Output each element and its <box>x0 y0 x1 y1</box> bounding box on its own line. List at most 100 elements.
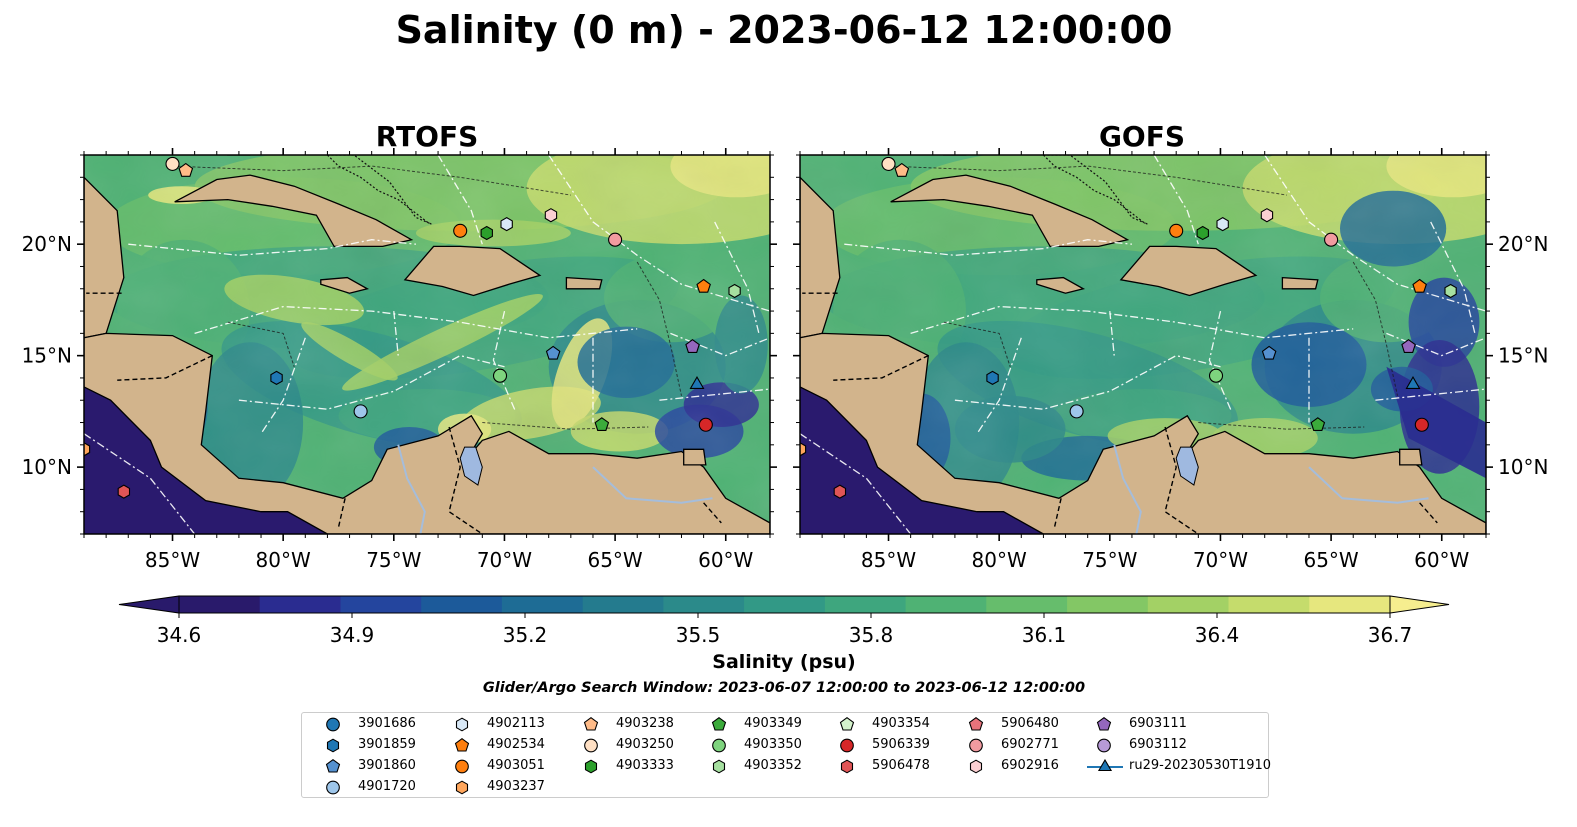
bathymetry-contour <box>172 165 571 196</box>
legend-label: 4903333 <box>616 758 674 773</box>
land-jamaica <box>1036 276 1086 294</box>
legend-label: 4903051 <box>487 758 545 773</box>
platform-6903111 <box>685 339 700 353</box>
land-trinidad <box>683 448 707 466</box>
colorbar-segment <box>986 596 1068 613</box>
platform-4903250 <box>165 156 180 171</box>
circle-marker-icon <box>326 780 340 795</box>
legend-marker <box>326 780 340 795</box>
lat-tick-label: 10°N <box>1498 455 1548 479</box>
pentagon-marker-icon <box>454 738 470 752</box>
panel-title-gofs: GOFS <box>1099 120 1185 153</box>
pentagon-marker-icon <box>583 717 599 731</box>
panel-title-rtofs: RTOFS <box>376 120 479 153</box>
colorbar-segment <box>179 596 261 613</box>
colorbar-segment <box>905 596 987 613</box>
eez-boundary <box>238 354 505 410</box>
colorbar-tick-label: 36.4 <box>1195 623 1240 647</box>
legend-label: 4903238 <box>616 716 674 731</box>
platform-4901720 <box>353 404 368 419</box>
eez-boundary <box>194 305 638 339</box>
hexagon-marker-icon <box>326 738 340 753</box>
legend-label: 6903112 <box>1129 737 1187 752</box>
platform-4903352 <box>1444 283 1457 299</box>
platform-4903237 <box>800 442 807 457</box>
legend-marker <box>454 738 470 752</box>
legend-marker <box>583 717 599 731</box>
land-hispaniola <box>403 245 542 297</box>
bathymetry-contour <box>1198 422 1365 430</box>
land-hispaniola <box>1119 245 1258 297</box>
eez-boundary <box>128 239 416 256</box>
legend-label: 5906478 <box>872 758 930 773</box>
pentagon-marker-icon <box>839 717 855 731</box>
circle-marker-icon <box>455 759 469 774</box>
land-yucatan <box>84 176 125 339</box>
hexagon-marker-icon <box>455 717 469 732</box>
platform-5906339 <box>698 417 713 432</box>
legend-label: 6902916 <box>1001 758 1059 773</box>
platform-3901860 <box>1261 345 1277 360</box>
colorbar-segment <box>1067 596 1149 613</box>
land-yucatan <box>800 176 841 339</box>
eez-boundary <box>1153 155 1199 245</box>
hexagon-marker-icon <box>969 759 983 774</box>
colorbar-segment <box>744 596 826 613</box>
eez-boundary <box>492 310 517 412</box>
platform-4902113 <box>500 216 513 232</box>
colorbar-tick-label: 36.1 <box>1022 623 1067 647</box>
platform-4903051 <box>1169 223 1184 238</box>
legend-marker <box>839 717 855 731</box>
platform-5906478 <box>117 484 131 499</box>
eez-boundary <box>844 239 1132 256</box>
land-trinidad <box>1399 448 1423 466</box>
gofs-map-panel <box>800 155 1486 534</box>
eez-boundary <box>1264 155 1486 312</box>
pentagon-marker-icon <box>968 717 984 731</box>
colorbar-extend-high <box>1389 595 1450 614</box>
legend-label: 3901686 <box>358 716 416 731</box>
lon-tick-label: 60°W <box>1414 548 1469 572</box>
hexagon-marker-icon <box>712 759 726 774</box>
platform-4903250 <box>881 156 896 171</box>
hexagon-marker-icon <box>584 759 598 774</box>
platform-4903349 <box>594 417 610 431</box>
lon-tick-label: 60°W <box>698 548 753 572</box>
lat-tick-label: 15°N <box>1498 344 1548 368</box>
legend-label: 5906480 <box>1001 716 1059 731</box>
platform-4903238 <box>178 162 194 177</box>
lon-tick-label: 85°W <box>861 548 916 572</box>
pentagon-marker-icon <box>1096 717 1112 731</box>
river <box>1308 466 1429 504</box>
legend-marker <box>840 759 854 774</box>
platform-legend: 3901686 3901859 3901860 4901720 4902113 49025… <box>301 712 1271 798</box>
platform-4902534 <box>696 278 711 293</box>
eez-boundary <box>659 388 770 401</box>
platform-4903350 <box>492 368 508 383</box>
pacific-low-salinity <box>84 386 328 534</box>
platform-6902771 <box>1324 232 1339 247</box>
legend-label: 4903237 <box>487 779 545 794</box>
lake-maracaibo <box>1175 446 1199 486</box>
colorbar-extend-low <box>118 595 180 614</box>
eez-boundary <box>1375 388 1486 401</box>
eez-boundary <box>910 305 1354 339</box>
lat-tick-label: 10°N <box>22 455 72 479</box>
national-border <box>1053 498 1062 528</box>
platform-4903350 <box>1208 368 1224 383</box>
colorbar-segment <box>340 596 422 613</box>
legend-label: 6903111 <box>1129 716 1187 731</box>
platform-6902771 <box>608 232 623 247</box>
legend-label: 6902771 <box>1001 737 1059 752</box>
platform-4903333 <box>480 225 493 241</box>
bathymetry-contour <box>1352 261 1398 396</box>
legend-marker <box>969 759 983 774</box>
colorbar-segment <box>1147 596 1230 613</box>
salinity-colorbar: 34.6 34.9 35.2 35.5 35.8 36.1 36.4 36.7 <box>118 595 1450 647</box>
legend-label: 4903349 <box>744 716 802 731</box>
circle-marker-icon <box>712 738 726 753</box>
river <box>592 466 713 504</box>
legend-label: 4901720 <box>358 779 416 794</box>
platform-4901720 <box>1069 404 1084 419</box>
